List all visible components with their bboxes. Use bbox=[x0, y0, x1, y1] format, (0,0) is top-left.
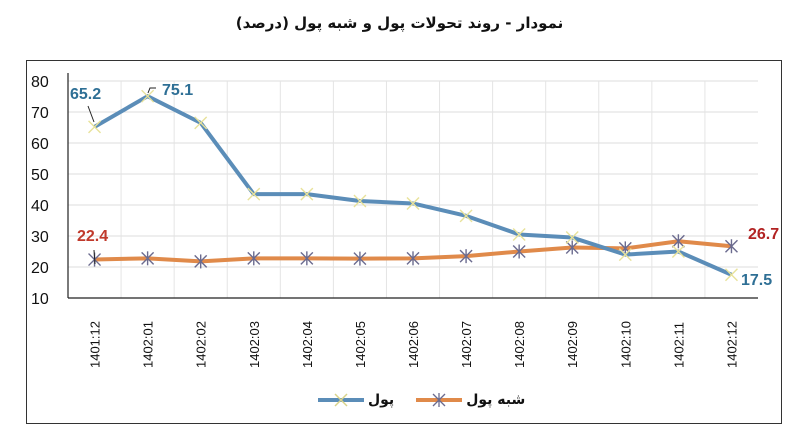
legend-item-quasi-money: شبه پول bbox=[416, 392, 525, 408]
data-label: 17.5 bbox=[741, 272, 772, 289]
y-axis-ticks: 10 20 30 40 50 60 70 80 bbox=[31, 74, 49, 308]
x-tick-label: 1402:12 bbox=[724, 321, 739, 368]
x-tick-label: 1402:02 bbox=[194, 321, 209, 368]
x-marker-icon bbox=[300, 187, 314, 201]
y-tick-label: 60 bbox=[31, 136, 49, 153]
x-marker-icon bbox=[247, 187, 261, 201]
data-label: 26.7 bbox=[748, 226, 779, 243]
chart-title: نمودار - روند تحولات پول و شبه پول (درصد… bbox=[235, 14, 564, 32]
data-labels: 65.2 75.1 17.5 22.4 26.7 bbox=[70, 82, 779, 289]
x-marker-icon bbox=[194, 116, 208, 130]
x-tick-label: 1402:05 bbox=[353, 321, 368, 368]
asterisk-marker-icon bbox=[247, 251, 261, 266]
x-marker-icon bbox=[353, 194, 367, 208]
asterisk-marker-icon bbox=[194, 254, 208, 269]
x-tick-label: 1402:04 bbox=[300, 321, 315, 368]
x-tick-label: 1402:01 bbox=[141, 321, 156, 368]
y-tick-label: 50 bbox=[31, 167, 49, 184]
legend-label-money: پول bbox=[368, 392, 395, 408]
x-tick-label: 1402:08 bbox=[512, 321, 527, 368]
x-tick-label: 1401:12 bbox=[88, 321, 103, 368]
legend-item-money: پول bbox=[318, 392, 394, 408]
gridlines bbox=[68, 80, 758, 298]
x-marker-icon bbox=[318, 393, 364, 407]
legend: شبه پول پول bbox=[318, 392, 525, 408]
chart-frame bbox=[26, 60, 782, 424]
x-tick-label: 1402:07 bbox=[459, 321, 474, 368]
y-tick-label: 80 bbox=[31, 74, 49, 91]
x-marker-icon bbox=[618, 248, 632, 262]
x-marker-icon bbox=[724, 268, 738, 282]
y-tick-label: 30 bbox=[31, 229, 49, 246]
x-marker-icon bbox=[459, 209, 473, 223]
asterisk-marker-icon bbox=[565, 240, 579, 255]
asterisk-marker-icon bbox=[406, 251, 420, 266]
asterisk-marker-icon bbox=[671, 234, 685, 249]
y-tick-label: 70 bbox=[31, 105, 49, 122]
asterisk-marker-icon bbox=[724, 239, 738, 254]
x-marker-icon bbox=[141, 89, 155, 103]
y-tick-label: 40 bbox=[31, 198, 49, 215]
x-marker-icon bbox=[406, 196, 420, 210]
x-tick-label: 1402:06 bbox=[406, 321, 421, 368]
x-tick-label: 1402:09 bbox=[565, 321, 580, 368]
asterisk-marker-icon bbox=[416, 393, 463, 407]
asterisk-marker-icon bbox=[141, 251, 155, 266]
x-axis-ticks: 1401:12 1402:01 1402:02 1402:03 1402:04 1402:… bbox=[88, 321, 740, 368]
asterisk-marker-icon bbox=[300, 251, 314, 266]
asterisk-marker-icon bbox=[459, 249, 473, 264]
asterisk-marker-icon bbox=[512, 244, 526, 259]
axes bbox=[67, 73, 758, 299]
data-label: 75.1 bbox=[162, 82, 193, 99]
x-tick-label: 1402:11 bbox=[671, 322, 686, 368]
y-tick-label: 10 bbox=[31, 291, 49, 308]
x-marker-icon bbox=[671, 245, 685, 258]
asterisk-marker-icon bbox=[353, 251, 367, 266]
x-marker-icon bbox=[565, 231, 579, 245]
x-tick-label: 1402:03 bbox=[247, 321, 262, 368]
x-tick-label: 1402:10 bbox=[618, 321, 633, 368]
y-tick-label: 20 bbox=[31, 260, 49, 277]
x-marker-icon bbox=[88, 120, 102, 134]
x-marker-icon bbox=[512, 227, 526, 241]
data-label: 22.4 bbox=[77, 228, 108, 245]
series-lines bbox=[88, 89, 738, 282]
data-label: 65.2 bbox=[70, 86, 101, 103]
legend-label-quasi-money: شبه پول bbox=[466, 392, 526, 408]
